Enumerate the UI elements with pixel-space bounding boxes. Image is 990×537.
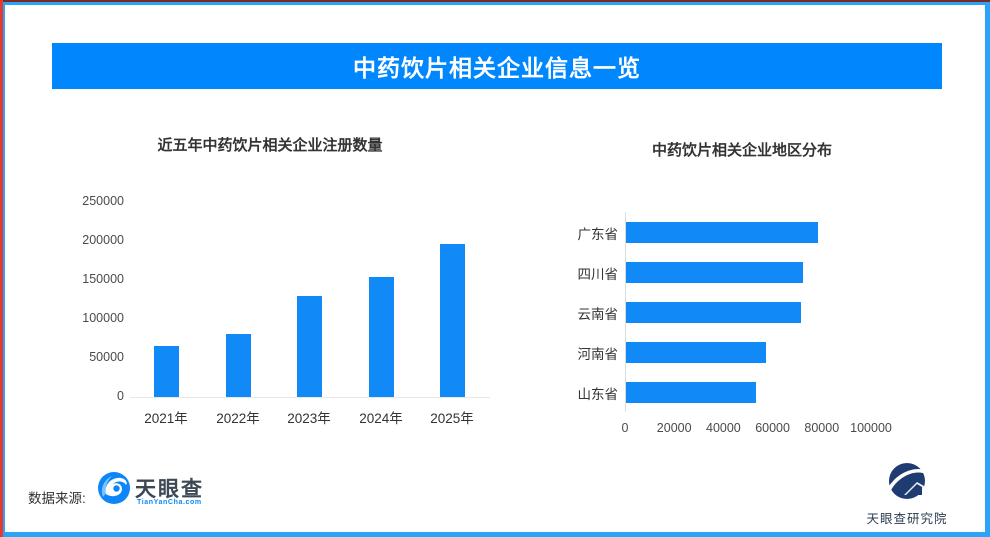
- region-bar-河南省: [626, 341, 767, 363]
- page-title: 中药饮片相关企业信息一览: [353, 55, 641, 81]
- right-chart-category-label: 云南省: [577, 307, 619, 322]
- left-chart-x-label: 2021年: [144, 411, 188, 426]
- left-chart-plot-area: [130, 202, 490, 398]
- tianyancha-brand-name: 天眼查: [135, 478, 204, 501]
- right-chart-category-label: 河南省: [577, 347, 619, 362]
- left-chart-y-tick: 250000: [82, 194, 124, 208]
- region-bar-山东省: [626, 381, 757, 403]
- right-chart-category-label: 广东省: [577, 227, 619, 242]
- tianyancha-brand-url: TianYanCha.com: [137, 499, 202, 506]
- registration-bar-2024年: [368, 276, 394, 397]
- right-chart-x-tick: 80000: [804, 421, 840, 435]
- left-chart-x-label: 2025年: [430, 411, 474, 426]
- left-chart-title: 近五年中药饮片相关企业注册数量: [157, 137, 383, 154]
- right-chart-category-label: 山东省: [577, 387, 619, 402]
- registration-bar-2021年: [153, 345, 179, 397]
- left-chart-x-label: 2023年: [287, 411, 331, 426]
- right-chart-x-tick: 20000: [656, 421, 692, 435]
- registration-bar-2025年: [439, 244, 465, 397]
- left-chart-y-tick: 150000: [82, 272, 124, 286]
- right-chart-x-tick: 60000: [755, 421, 790, 435]
- right-chart-x-tick: 0: [621, 421, 629, 435]
- left-chart-y-tick: 0: [117, 389, 124, 403]
- top-border-stripe: [0, 0, 990, 2]
- right-chart-plot-area: [625, 212, 872, 412]
- right-chart-x-tick: 40000: [706, 421, 741, 435]
- left-chart-y-tick: 200000: [82, 233, 124, 247]
- tianyancha-eye-icon: [97, 471, 131, 510]
- institute-name: 天眼查研究院: [866, 512, 948, 526]
- right-chart-category-label: 四川省: [577, 267, 619, 282]
- tianyancha-institute-icon: [852, 462, 962, 507]
- region-bar-云南省: [626, 301, 801, 323]
- left-border-stripe: [0, 0, 3, 537]
- left-chart-y-tick: 50000: [89, 350, 124, 364]
- right-chart-title: 中药饮片相关企业地区分布: [651, 142, 832, 159]
- data-source-label: 数据来源:: [28, 491, 86, 506]
- institute-logo-block: 天眼查研究院: [852, 462, 962, 527]
- registration-bar-2022年: [225, 333, 251, 397]
- region-bar-广东省: [626, 221, 818, 243]
- left-chart-y-tick: 100000: [82, 311, 124, 325]
- registration-bar-2023年: [296, 295, 322, 397]
- right-chart-x-tick: 100000: [850, 421, 892, 435]
- region-bar-四川省: [626, 261, 804, 283]
- left-chart-x-label: 2024年: [359, 411, 403, 426]
- left-chart-x-label: 2022年: [216, 411, 260, 426]
- title-banner: 中药饮片相关企业信息一览: [52, 43, 942, 89]
